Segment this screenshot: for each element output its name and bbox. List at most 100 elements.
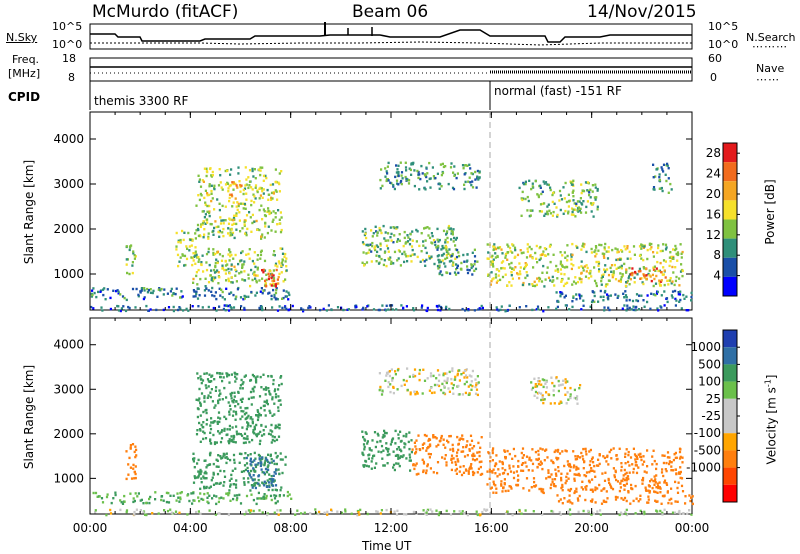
echo-cell [231,400,234,403]
echo-cell [132,252,135,255]
echo-cell [610,270,613,273]
echo-cell [366,442,369,445]
echo-cell [426,309,429,313]
echo-cell [209,485,212,488]
echo-cell [537,195,540,199]
echo-cell [646,300,649,304]
echo-cell [218,276,221,279]
echo-cell [654,175,657,178]
echo-cell [251,169,254,173]
echo-cell [557,379,560,383]
echo-cell [589,188,592,191]
echo-cell [643,470,646,473]
echo-cell [670,487,673,490]
echo-cell [262,482,265,486]
echo-cell [195,274,198,278]
echo-cell [455,236,458,240]
echo-cell [262,192,265,195]
echo-cell [495,491,498,494]
echo-cell [410,245,414,248]
cpid-label: CPID [8,90,41,104]
echo-cell [209,453,212,457]
echo-cell [667,177,670,180]
echo-cell [451,447,455,451]
echo-cell [508,464,511,467]
echo-cell [602,299,605,302]
echo-cell [656,500,659,503]
echo-cell [496,279,499,282]
echo-cell [594,198,597,201]
echo-cell [265,388,268,391]
echo-cell [367,251,370,254]
echo-cell [240,184,243,187]
echo-cell [569,487,573,491]
echo-cell [647,501,650,504]
echo-cell [440,254,443,257]
echo-cell [575,490,578,493]
echo-cell [197,399,200,402]
echo-cell [250,476,253,479]
echo-cell [459,465,462,469]
echo-cell [158,287,161,290]
echo-cell [650,292,653,295]
echo-cell [165,491,168,495]
echo-cell [614,247,617,250]
echo-cell [279,376,282,379]
echo-cell [443,385,446,388]
echo-cell [233,395,236,398]
echo-cell [490,271,493,274]
echo-cell [458,470,461,473]
echo-cell [658,187,661,190]
echo-cell [442,438,445,441]
echo-cell [513,246,517,249]
echo-cell [680,256,683,259]
echo-cell [615,454,618,457]
echo-cell [618,258,621,261]
echo-cell [652,186,656,189]
echo-cell [172,292,175,295]
echo-cell [274,484,278,487]
echo-cell [202,180,205,183]
echo-cell [652,284,655,288]
echo-cell [574,455,577,458]
echo-cell [627,460,630,464]
echo-cell [560,279,563,282]
echo-cell [208,463,212,466]
echo-cell [632,471,635,474]
echo-cell [133,254,136,257]
echo-cell [201,221,205,225]
echo-cell [274,488,277,491]
echo-cell [414,445,417,448]
echo-cell [232,440,235,443]
echo-cell [278,262,281,265]
echo-cell [494,247,498,251]
echo-cell [652,251,655,254]
echo-cell [267,488,270,492]
echo-cell [177,308,180,312]
echo-cell [664,248,668,251]
echo-cell [679,290,682,293]
echo-cell [682,293,685,297]
echo-cell [134,476,137,480]
echo-cell [677,291,680,294]
echo-cell [480,460,483,463]
echo-cell [605,500,608,504]
echo-cell [561,383,564,386]
echo-cell [253,385,256,389]
echo-cell [229,408,232,411]
velocity-panel-frame [89,317,693,515]
echo-cell [457,460,460,463]
echo-cell [280,486,283,489]
echo-cell [175,287,178,290]
echo-cell [633,253,636,256]
echo-cell [431,234,434,238]
echo-cell [218,208,221,212]
echo-cell [590,251,593,254]
echo-cell [422,509,425,512]
echo-cell [452,187,456,191]
echo-cell [261,196,264,199]
echo-cell [421,392,424,395]
echo-cell [417,170,420,174]
echo-cell [516,483,520,487]
echo-cell [226,433,229,436]
